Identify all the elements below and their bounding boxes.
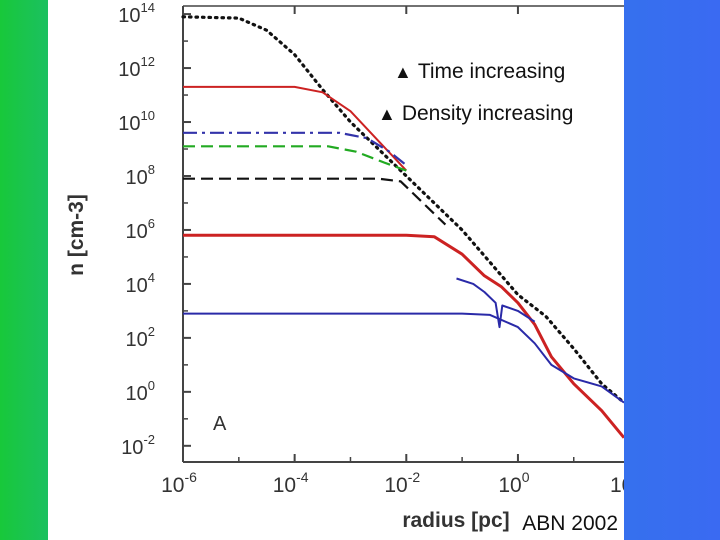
density-annotation-text: Density increasing: [401, 102, 574, 125]
y-tick-label: 10-2: [121, 432, 155, 459]
credit-label: ABN 2002: [522, 512, 618, 535]
y-tick-label: 1014: [118, 0, 155, 27]
series-red-dotted-mid: [183, 233, 624, 439]
up-arrow-icon: ▲: [394, 62, 412, 82]
series-red-solid-high: [183, 85, 408, 172]
time-annotation-text: Time increasing: [417, 60, 566, 83]
x-tick-label: 10-2: [384, 469, 420, 497]
density-annotation: ▲ Density increasing: [378, 102, 573, 126]
x-tick-label: 102: [610, 469, 624, 497]
x-axis-label: radius [pc]: [402, 509, 509, 532]
x-tick-label: 10-4: [273, 469, 309, 497]
series-black-dashed: [183, 177, 447, 226]
time-annotation: ▲ Time increasing: [394, 60, 565, 84]
series-dotted-black-latest: [181, 15, 624, 405]
y-tick-label: 1012: [118, 54, 155, 81]
y-axis-label: n [cm-3]: [65, 194, 88, 276]
series-blue-solid-dip: [456, 277, 536, 329]
series-green-dashed: [183, 145, 407, 172]
y-tick-label: 106: [126, 216, 155, 243]
density-profile-chart: 10-2 100 102 104 106 108 1010 1012 1014 10-6 10-4 1…: [65, 0, 624, 532]
y-tick-label: 104: [126, 270, 155, 297]
x-tick-label: 100: [498, 469, 529, 497]
x-tick-label: 10-6: [161, 469, 197, 497]
figure-panel: 10-2 100 102 104 106 108 1010 1012 1014 10-6 10-4 1…: [48, 0, 624, 540]
y-tick-label: 102: [126, 324, 155, 351]
series-blue-solid-low: [183, 312, 624, 404]
y-tick-label: 108: [126, 162, 155, 189]
panel-label: A: [213, 413, 227, 435]
up-arrow-icon: ▲: [378, 104, 396, 124]
y-tick-label: 100: [126, 378, 155, 405]
y-tick-label: 1010: [118, 108, 155, 135]
series-blue-dashdot: [183, 131, 407, 167]
